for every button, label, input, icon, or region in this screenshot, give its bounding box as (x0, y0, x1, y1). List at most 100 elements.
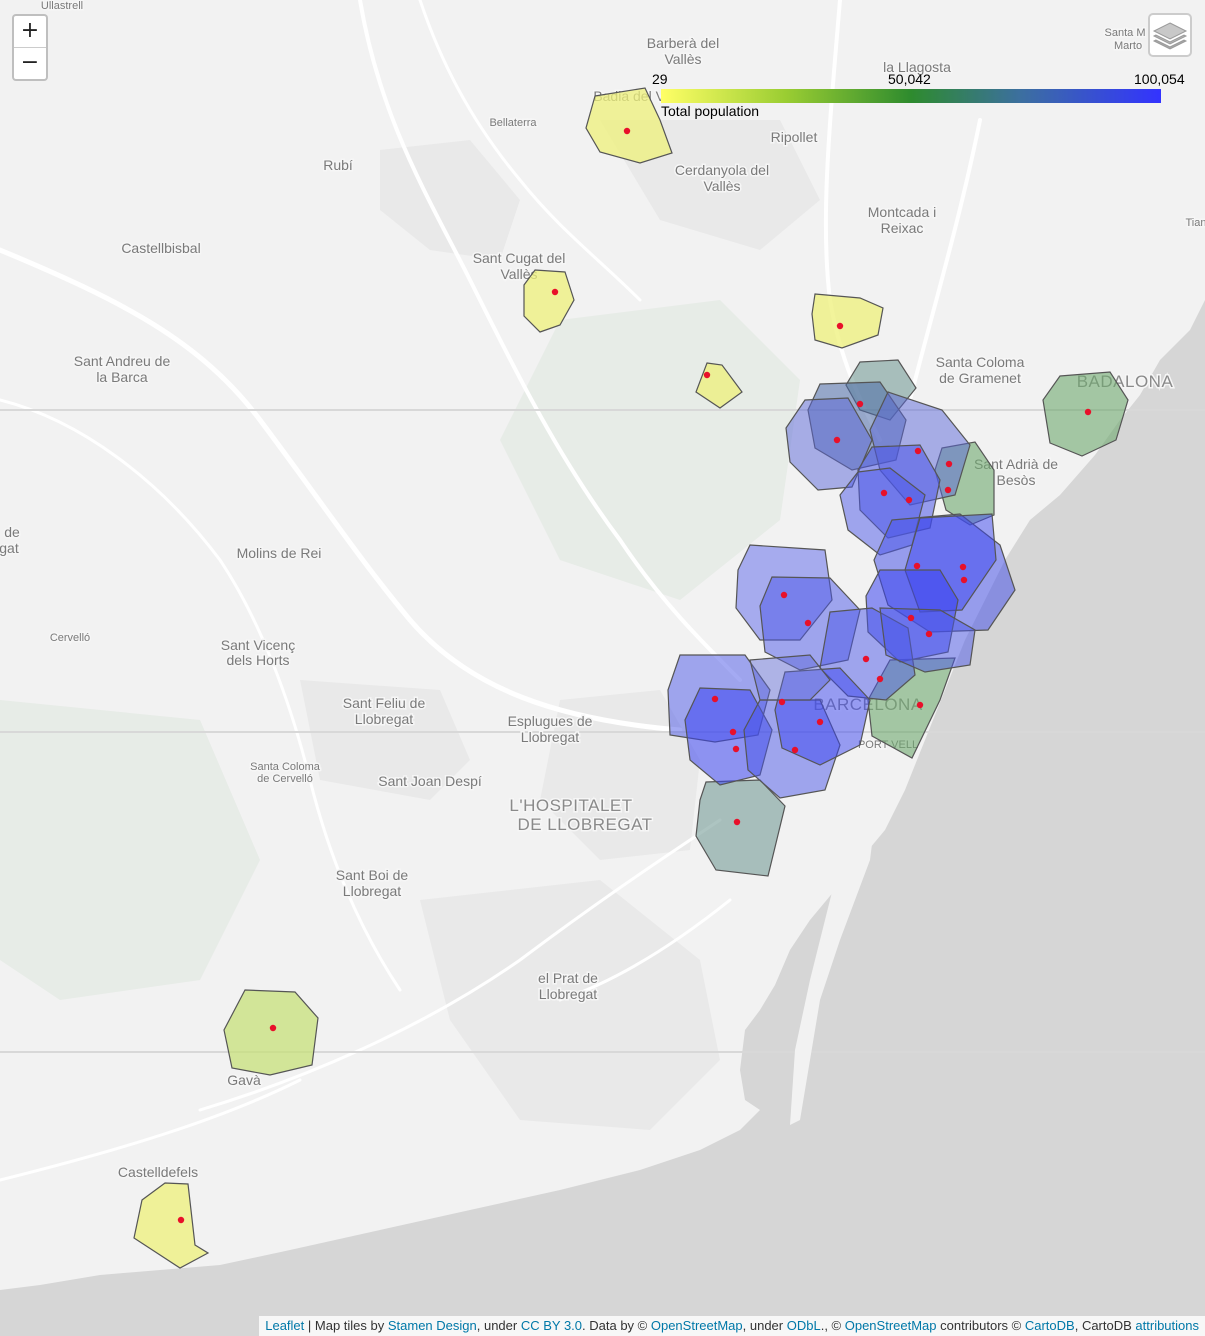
osm-link[interactable]: OpenStreetMap (650, 1318, 743, 1333)
dot (732, 745, 740, 753)
dot (778, 698, 786, 706)
label-montcada: Montcada i (868, 204, 936, 220)
label-santfeliu-2: Llobregat (355, 711, 413, 727)
label-rubi: Rubí (323, 157, 353, 173)
dot (711, 695, 719, 703)
label-de: de (4, 524, 20, 540)
label-esplugues: Esplugues de (508, 713, 593, 729)
label-hospitalet: L'HOSPITALET (509, 796, 632, 815)
area-montjuic[interactable] (749, 654, 831, 701)
zoom-control: + − (12, 14, 48, 81)
ccby-link[interactable]: CC BY 3.0 (520, 1318, 583, 1333)
area-ripollet-north[interactable] (811, 293, 884, 349)
attribution-text: . Data by © (582, 1318, 651, 1333)
label-cerdanyola-2: Vallès (703, 178, 740, 194)
dot (905, 496, 913, 504)
leaflet-link[interactable]: Leaflet (265, 1318, 305, 1333)
area-nou-barris[interactable] (785, 397, 873, 491)
dot (733, 818, 741, 826)
dot (876, 675, 884, 683)
label-santacoloma: Santa Coloma (936, 354, 1025, 370)
label-cervello: Cervelló (50, 632, 90, 644)
label-santa-ma: Santa M (1105, 27, 1146, 39)
legend-caption: Total population (661, 103, 760, 119)
layers-icon (1152, 22, 1188, 50)
label-hospitalet-2: DE LLOBREGAT (517, 815, 652, 834)
port-pier (790, 760, 880, 1125)
attribution-text: contributors © (936, 1318, 1025, 1333)
label-castelldefels: Castelldefels (118, 1164, 198, 1180)
label-santfeliu: Sant Feliu de (343, 695, 426, 711)
label-santa-ma-2: Marto (1114, 40, 1142, 52)
label-santcugat-2: Vallès (500, 266, 537, 282)
dot (623, 127, 631, 135)
dot (907, 614, 915, 622)
dot (780, 591, 788, 599)
area-badalona[interactable] (1042, 371, 1129, 457)
osm-contributors-link[interactable]: OpenStreetMap (844, 1318, 937, 1333)
label-santacoloma-2: de Gramenet (939, 370, 1021, 386)
stamen-link[interactable]: Stamen Design (387, 1318, 477, 1333)
urban-areas (300, 120, 820, 1130)
dot (1084, 408, 1092, 416)
attribution-text: ., © (820, 1318, 845, 1333)
dot (862, 655, 870, 663)
land-area (0, 0, 1205, 1290)
area-castelldefels[interactable] (133, 1182, 210, 1269)
centroid-dots (177, 127, 1092, 1224)
dot (703, 371, 711, 379)
dot (880, 489, 888, 497)
dot (833, 436, 841, 444)
dot (945, 460, 953, 468)
attributions-link[interactable]: attributions (1135, 1318, 1199, 1333)
area-santcugat[interactable] (523, 269, 575, 333)
label-santadria-2: Besòs (997, 472, 1036, 488)
population-polygons[interactable] (133, 87, 1129, 1269)
dot (960, 576, 968, 584)
roads (0, 0, 982, 1182)
legend-color-bar (661, 89, 1161, 103)
label-esplugues-2: Llobregat (521, 729, 579, 745)
dot (816, 718, 824, 726)
label-santcugat: Sant Cugat del (473, 250, 566, 266)
dot (925, 630, 933, 638)
label-tiana: Tian (1186, 217, 1205, 229)
label-santboi-2: Llobregat (343, 883, 401, 899)
dot (177, 1216, 185, 1224)
dot (913, 562, 921, 570)
label-gat: gat (0, 540, 19, 556)
zoom-out-button[interactable]: − (20, 50, 40, 75)
color-legend: 29 50,042 100,054 Total population (652, 70, 1192, 120)
dot (916, 701, 924, 709)
cartodb-link[interactable]: CartoDB (1024, 1318, 1075, 1333)
dot (856, 400, 864, 408)
dot (791, 746, 799, 754)
label-santandreu: Sant Andreu de (74, 353, 171, 369)
label-molins: Molins de Rei (237, 545, 322, 561)
dot (551, 288, 559, 296)
layers-control-button[interactable] (1148, 13, 1192, 57)
label-gava: Gavà (227, 1072, 261, 1088)
zoom-in-button[interactable]: + (14, 16, 46, 48)
area-eixample-w[interactable] (774, 667, 871, 766)
label-barbera: Barberà del (647, 35, 719, 51)
label-llagosta: la Llagosta (883, 59, 951, 75)
dot (804, 619, 812, 627)
label-santacolomac: Santa Coloma (250, 761, 321, 773)
label-santjoan: Sant Joan Despí (378, 773, 482, 789)
label-santvicenc: Sant Vicenç (221, 637, 295, 653)
legend-min-label: 29 (652, 71, 668, 87)
label-santadria: Sant Adrià de (974, 456, 1058, 472)
label-barbera-2: Vallès (664, 51, 701, 67)
label-ullastrell: Ullastrell (41, 0, 83, 12)
label-castellbisbal: Castellbisbal (121, 240, 200, 256)
area-badia[interactable] (585, 87, 673, 164)
area-viladecans[interactable] (223, 989, 319, 1076)
odbl-link[interactable]: ODbL (786, 1318, 821, 1333)
map-attribution: Leaflet | Map tiles by Stamen Design, un… (259, 1316, 1205, 1336)
attribution-text: , CartoDB (1074, 1318, 1136, 1333)
attribution-text: , under (476, 1318, 521, 1333)
dot (269, 1024, 277, 1032)
area-ciutat-vella[interactable] (879, 607, 976, 673)
